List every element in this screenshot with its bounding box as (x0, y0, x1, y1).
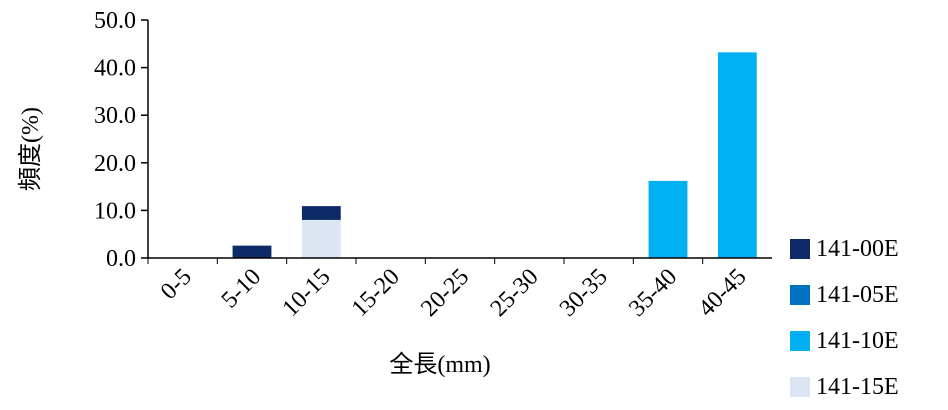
legend-swatch (790, 285, 810, 305)
legend-item: 141-15E (790, 364, 945, 410)
legend-label: 141-00E (816, 235, 899, 262)
y-axis-ticks: 0.0 10.0 20.0 30.0 40.0 50.0 (94, 8, 148, 272)
x-tick-label: 5-10 (217, 264, 266, 313)
legend-item: 141-05E (790, 272, 945, 318)
legend-item: 141-00E (790, 226, 945, 272)
x-axis-ticks: 0-5 5-10 10-15 15-20 20-25 25-30 30-35 35-40 40-… (147, 258, 752, 322)
bar-141-15E-10-15 (301, 219, 341, 258)
x-tick-label: 35-40 (624, 264, 682, 322)
y-tick-label: 40.0 (94, 56, 136, 82)
legend: 141-00E 141-05E 141-10E 141-15E (790, 226, 945, 410)
legend-item: 141-10E (790, 318, 945, 364)
chart-svg: 0.0 10.0 20.0 30.0 40.0 50.0 0-5 5-10 10-15 15-2… (17, 8, 772, 378)
x-tick-label: 40-45 (694, 264, 752, 322)
bar-141-10E-35-40 (648, 180, 688, 258)
x-axis-label: 全長(mm) (389, 351, 490, 378)
y-tick-label: 10.0 (94, 198, 136, 224)
y-tick-label: 30.0 (94, 103, 136, 129)
x-tick-label: 0-5 (156, 264, 197, 305)
legend-label: 141-05E (816, 281, 899, 308)
legend-swatch (790, 239, 810, 259)
legend-label: 141-15E (816, 373, 899, 400)
bars (232, 52, 757, 259)
legend-swatch (790, 331, 810, 351)
legend-label: 141-10E (816, 327, 899, 354)
y-axis-label: 頻度(%) (17, 107, 44, 191)
x-tick-label: 25-30 (486, 264, 544, 322)
x-tick-label: 10-15 (278, 264, 336, 322)
chart: 0.0 10.0 20.0 30.0 40.0 50.0 0-5 5-10 10-15 15-2… (17, 8, 899, 400)
bar-141-00E-5-10 (232, 245, 272, 258)
bar-141-00E-10-15 (301, 206, 341, 220)
y-tick-label: 0.0 (106, 246, 136, 272)
x-tick-label: 20-25 (416, 264, 474, 322)
x-tick-label: 30-35 (555, 264, 613, 322)
x-tick-label: 15-20 (347, 264, 405, 322)
y-tick-label: 20.0 (94, 151, 136, 177)
bar-141-10E-40-45 (717, 52, 757, 259)
legend-swatch (790, 377, 810, 397)
y-tick-label: 50.0 (94, 8, 136, 34)
